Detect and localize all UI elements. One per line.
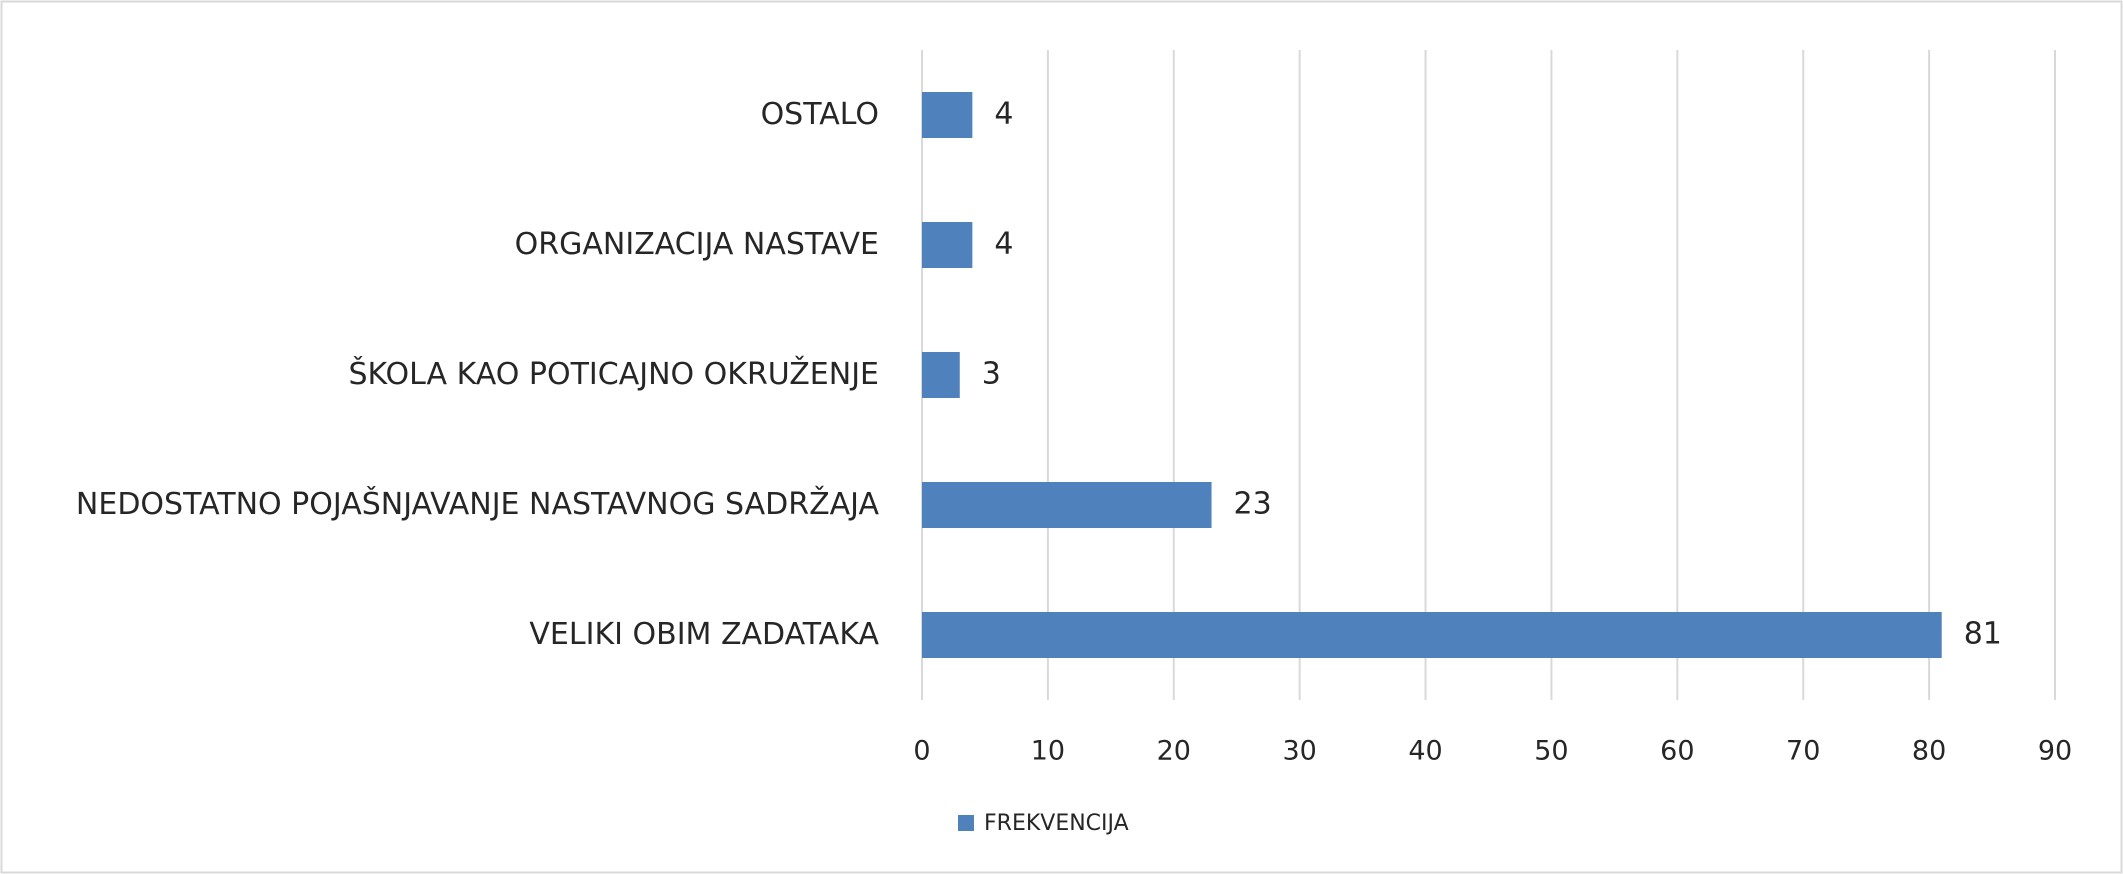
bar <box>922 612 1942 658</box>
x-tick-label: 10 <box>1031 736 1065 767</box>
y-tick-label: VELIKI OBIM ZADATAKA <box>529 617 879 652</box>
data-label: 4 <box>994 97 1013 132</box>
x-tick-label: 30 <box>1282 736 1316 767</box>
x-tick-label: 0 <box>913 736 930 767</box>
y-tick-label: NEDOSTATNO POJAŠNJAVANJE NASTAVNOG SADRŽ… <box>75 487 879 522</box>
bar <box>922 222 973 268</box>
legend-swatch <box>958 815 974 831</box>
data-label: 3 <box>982 357 1001 392</box>
data-label: 23 <box>1234 487 1272 522</box>
x-tick-label: 60 <box>1660 736 1694 767</box>
x-tick-label: 20 <box>1157 736 1191 767</box>
data-label: 4 <box>994 227 1013 262</box>
bar <box>922 352 960 398</box>
bar <box>922 92 973 138</box>
data-label: 81 <box>1964 617 2002 652</box>
y-tick-label: ORGANIZACIJA NASTAVE <box>514 227 879 262</box>
y-tick-label: ŠKOLA KAO POTICAJNO OKRUŽENJE <box>348 357 879 392</box>
legend-label: FREKVENCIJA <box>984 811 1129 836</box>
y-tick-label: OSTALO <box>760 97 879 132</box>
x-tick-label: 90 <box>2038 736 2072 767</box>
x-tick-label: 40 <box>1408 736 1442 767</box>
x-tick-label: 80 <box>1912 736 1946 767</box>
bar <box>922 482 1212 528</box>
x-tick-label: 70 <box>1786 736 1820 767</box>
x-tick-label: 50 <box>1534 736 1568 767</box>
